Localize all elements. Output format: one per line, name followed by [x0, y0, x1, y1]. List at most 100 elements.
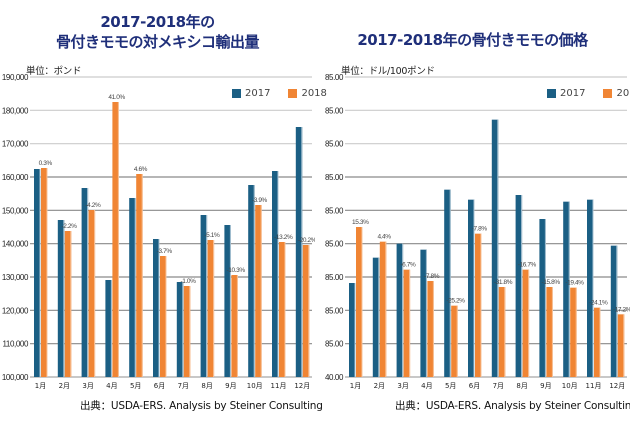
data-label: -16.7%: [518, 262, 537, 269]
bar-2017: [587, 199, 594, 377]
data-label: -24.1%: [589, 300, 608, 307]
bar-edge: [110, 280, 112, 377]
bar-2018: [88, 210, 96, 377]
bar-edge: [213, 240, 215, 377]
bar-2017: [105, 280, 112, 377]
bar-edge: [456, 305, 458, 377]
bar-edge: [189, 286, 191, 377]
bar-edge: [141, 174, 143, 377]
bar-2018: [112, 102, 119, 377]
data-label: -6.7%: [400, 262, 416, 269]
unit-label: 単位：ポンド: [26, 66, 82, 77]
bar-2017: [515, 195, 523, 377]
bar-2018: [451, 305, 458, 377]
bar-edge: [354, 283, 356, 377]
bar-2017: [491, 119, 499, 378]
data-label: -5.1%: [204, 232, 220, 239]
x-tick-label: 9月: [225, 382, 236, 390]
data-label: -7.8%: [472, 226, 488, 233]
bar-edge: [361, 227, 363, 377]
y-tick-label: 140,000: [2, 240, 29, 249]
bar-edge: [46, 168, 48, 377]
unit-label: 単位：ドル/100ポンド: [341, 66, 435, 77]
data-label: -3.7%: [157, 248, 173, 255]
x-tick-label: 4月: [421, 382, 432, 390]
x-tick-label: 8月: [516, 382, 527, 390]
bar-edge: [284, 242, 286, 377]
bar-edge: [229, 225, 231, 377]
bar-2018: [498, 287, 506, 377]
bar-edge: [260, 205, 262, 377]
bar-edge: [528, 269, 530, 377]
chart-title: 2017-2018年の骨付きモモの価格: [315, 30, 630, 50]
x-tick-label: 8月: [201, 382, 212, 390]
bar-edge: [87, 188, 89, 377]
bar-2017: [224, 225, 231, 377]
data-label: -25.2%: [446, 298, 465, 305]
source-note: 出典：USDA-ERS. Analysis by Steiner Consult…: [80, 400, 323, 412]
bar-edge: [521, 195, 523, 377]
bar-2017: [420, 249, 427, 377]
bar-2017: [563, 201, 570, 377]
source-note: 出典：USDA-ERS. Analysis by Steiner Consult…: [395, 400, 630, 412]
x-tick-label: 12月: [294, 382, 310, 390]
x-tick-label: 11月: [586, 382, 602, 390]
bar-edge: [432, 281, 434, 377]
bar-edge: [425, 249, 427, 377]
bar-2017: [539, 219, 546, 377]
bar-edge: [308, 245, 310, 377]
y-tick-label: 150,000: [2, 206, 29, 215]
legend-swatch-2018: [288, 89, 298, 98]
x-tick-label: 1月: [35, 382, 46, 390]
bar-edge: [134, 198, 136, 377]
y-tick-label: 120,000: [2, 306, 29, 315]
legend-label-2018: 2018: [616, 88, 630, 99]
data-label: -31.8%: [494, 279, 513, 286]
y-tick-label: 85.00: [325, 240, 344, 249]
bar-2018: [522, 269, 530, 377]
bar-edge: [165, 256, 167, 377]
data-label: -2.2%: [62, 223, 78, 230]
y-tick-label: 85.00: [325, 140, 344, 149]
bar-edge: [544, 219, 546, 377]
x-tick-label: 10月: [247, 382, 263, 390]
legend-label-2017: 2017: [560, 88, 586, 99]
x-tick-label: 12月: [609, 382, 625, 390]
data-label: -20.2%: [298, 237, 315, 244]
bar-edge: [236, 275, 238, 377]
bar-edge: [94, 210, 96, 377]
bar-edge: [575, 287, 577, 377]
y-tick-label: 180,000: [2, 106, 29, 115]
bar-edge: [616, 245, 618, 377]
chart-title-line-2: 骨付きモモの対メキシコ輸出量: [55, 33, 260, 51]
y-tick-label: 130,000: [2, 273, 29, 282]
data-label: 15.3%: [352, 219, 369, 226]
bar-edge: [568, 201, 570, 377]
bar-2017: [81, 188, 89, 377]
bar-edge: [385, 241, 387, 377]
y-tick-label: 100,000: [2, 373, 29, 382]
bar-2018: [183, 286, 191, 377]
data-label: -10.3%: [227, 267, 246, 274]
bar-edge: [473, 199, 475, 377]
data-label: 0.3%: [39, 160, 53, 167]
bar-edge: [449, 189, 451, 377]
x-tick-label: 7月: [493, 382, 504, 390]
x-tick-label: 7月: [178, 382, 189, 390]
bar-edge: [504, 287, 506, 377]
chart-title-line-1: 2017-2018年の骨付きモモの価格: [357, 31, 588, 49]
bar-edge: [378, 257, 380, 377]
x-tick-label: 5月: [130, 382, 141, 390]
export-volume-panel: 2017-2018年の 骨付きモモの対メキシコ輸出量 単位：ポンド 2017 2…: [2, 13, 327, 412]
bar-2018: [403, 269, 411, 377]
export-volume-chart: 100,000 110,000 120,000 130,000 140,000 150,0…: [2, 73, 315, 390]
data-label: 4.6%: [134, 166, 148, 173]
x-tick-label: 5月: [445, 382, 456, 390]
bar-2017: [295, 127, 303, 377]
legend-swatch-2017: [547, 89, 556, 98]
bar-edge: [301, 127, 303, 377]
y-tick-label: 85.00: [325, 340, 344, 349]
legend: 2017 2018: [547, 88, 630, 99]
bar-edge: [206, 215, 208, 377]
bar-2018: [41, 168, 48, 377]
